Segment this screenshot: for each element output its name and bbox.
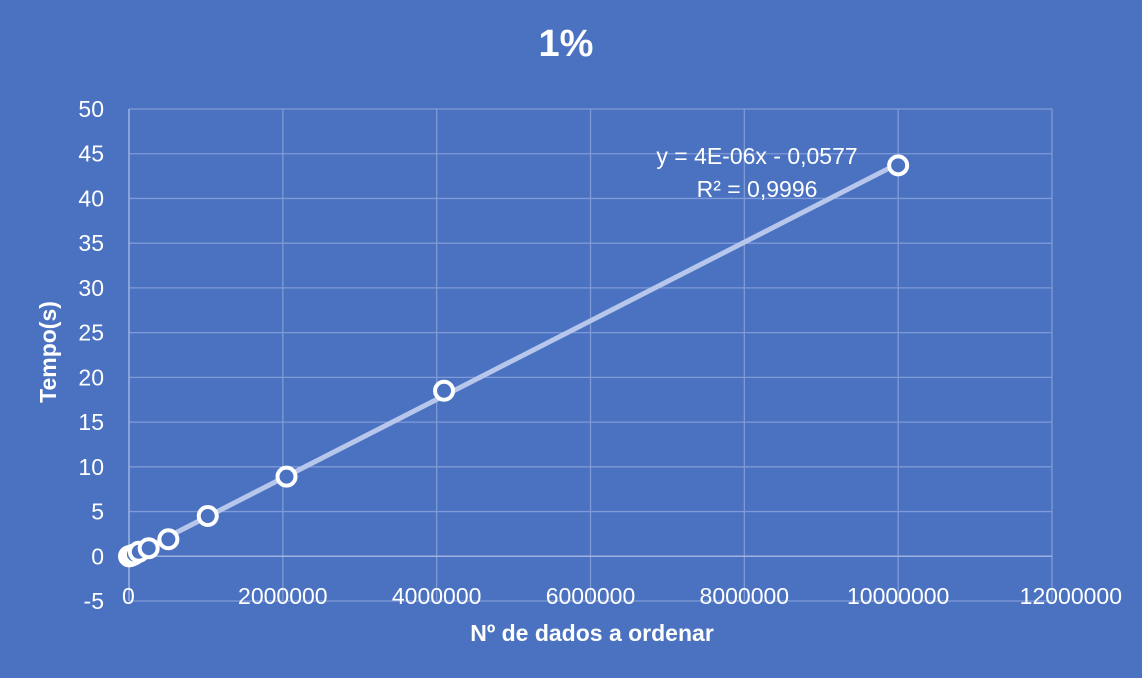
y-tick-label: 45 xyxy=(78,141,104,167)
x-tick-label: 8000000 xyxy=(700,583,790,609)
x-tick-label: 12000000 xyxy=(1020,583,1122,609)
data-point xyxy=(433,379,456,402)
y-tick-label: 15 xyxy=(78,409,104,435)
x-tick-label: 10000000 xyxy=(847,583,949,609)
data-points xyxy=(118,154,910,568)
data-point xyxy=(887,154,910,177)
y-tick-label: 0 xyxy=(91,543,104,569)
x-tick-label: 0 xyxy=(122,583,135,609)
trendline xyxy=(126,161,901,560)
data-point xyxy=(137,537,160,560)
y-tick-label: 50 xyxy=(78,96,104,122)
y-axis-title: Tempo(s) xyxy=(35,301,61,403)
data-point xyxy=(275,465,298,488)
x-axis-title: Nº de dados a ordenar xyxy=(470,620,714,646)
y-tick-label: 30 xyxy=(78,275,104,301)
y-tick-labels: -5 0 5 10 15 20 25 30 35 40 45 50 xyxy=(78,96,104,614)
data-point xyxy=(157,528,180,551)
trendline-equation: y = 4E-06x - 0,0577 xyxy=(656,143,857,169)
y-tick-label: 5 xyxy=(91,499,104,525)
gridlines xyxy=(129,108,1053,602)
y-tick-label: -5 xyxy=(84,588,104,614)
chart-title: 1% xyxy=(539,23,594,65)
axes xyxy=(128,109,1052,601)
trendline-r-squared: R² = 0,9996 xyxy=(697,176,818,202)
y-tick-label: 25 xyxy=(78,320,104,346)
y-tick-label: 35 xyxy=(78,230,104,256)
y-tick-label: 10 xyxy=(78,454,104,480)
y-tick-label: 40 xyxy=(78,185,104,211)
x-tick-label: 2000000 xyxy=(238,583,328,609)
x-tick-label: 4000000 xyxy=(392,583,482,609)
x-tick-label: 6000000 xyxy=(546,583,636,609)
x-tick-labels: 0 2000000 4000000 6000000 8000000 10000000 120… xyxy=(122,583,1122,609)
y-tick-label: 20 xyxy=(78,364,104,390)
data-point xyxy=(196,505,219,528)
